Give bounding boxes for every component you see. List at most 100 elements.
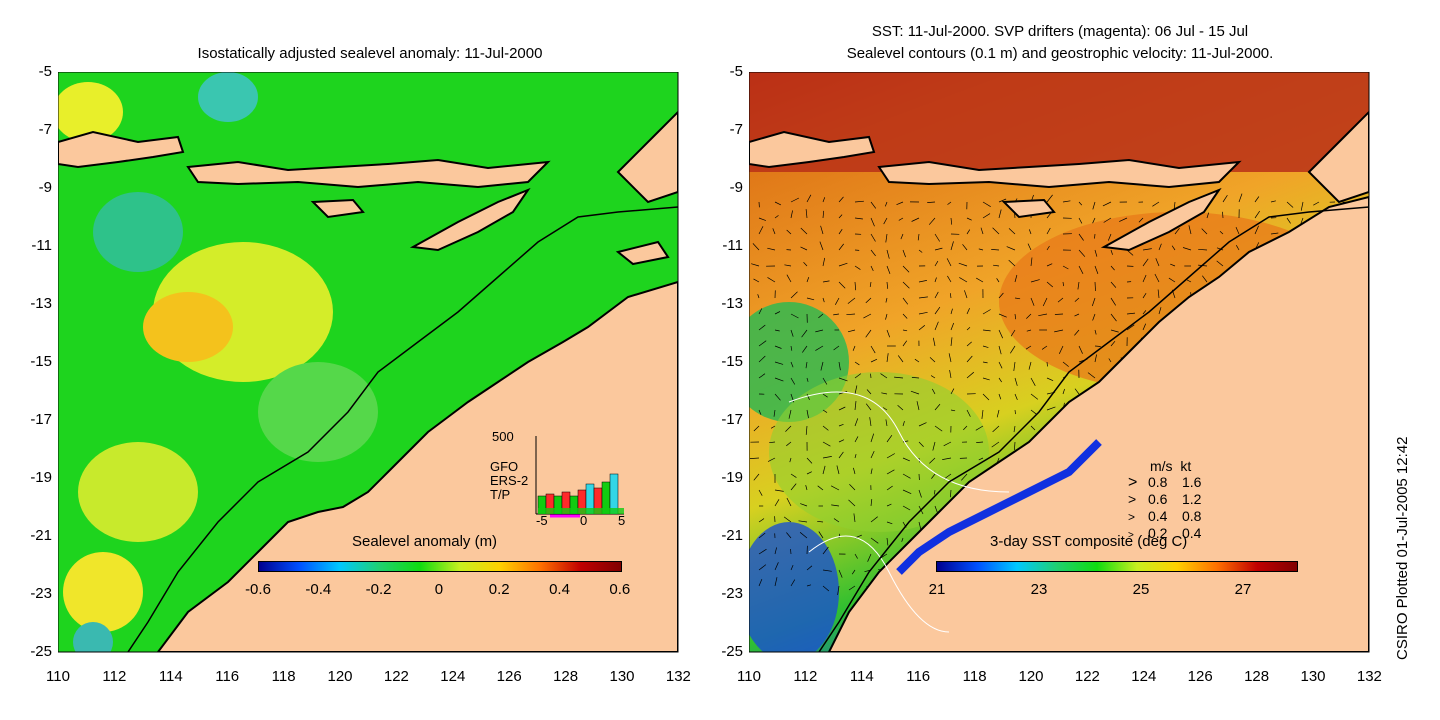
velocity-arrow (836, 465, 840, 475)
velocity-arrow (950, 388, 955, 395)
velocity-arrow (822, 456, 832, 459)
velocity-arrow (1046, 194, 1053, 203)
velocity-arrow (758, 532, 766, 539)
velocity-arrow (1168, 277, 1176, 283)
velocity-arrow (966, 371, 975, 379)
velocity-arrow (758, 518, 765, 523)
velocity-arrow (1046, 406, 1056, 411)
velocity-arrow (881, 392, 888, 395)
velocity-arrow (1046, 263, 1053, 267)
velocity-arrow (865, 329, 872, 338)
velocity-arrow (902, 420, 905, 427)
velocity-arrow (934, 260, 939, 267)
velocity-arrow (1030, 279, 1040, 283)
velocity-arrow (790, 564, 794, 571)
velocity-arrow (806, 377, 809, 382)
right-panel-title-1: SST: 11-Jul-2000. SVP drifters (magenta)… (871, 23, 1249, 40)
legend-tp: T/P (490, 488, 510, 502)
velocity-arrow (774, 489, 784, 492)
velocity-arrow (1027, 243, 1032, 251)
velocity-arrow (1062, 388, 1065, 395)
velocity-arrow (774, 311, 781, 315)
velocity-arrow (838, 377, 848, 382)
land-tanimbar (615, 240, 670, 266)
velocity-arrow (998, 198, 1007, 203)
velocity-arrow (961, 473, 968, 481)
velocity-arrow (1041, 345, 1048, 350)
velocity-arrow (1119, 217, 1128, 222)
velocity-arrow (1074, 388, 1080, 395)
y-tick-label: -5 (38, 63, 52, 80)
velocity-arrow (902, 297, 909, 305)
velocity-arrow (1046, 281, 1054, 288)
velocity-arrow (753, 473, 760, 481)
velocity-arrow (838, 262, 848, 267)
velocity-arrow (790, 197, 800, 203)
velocity-arrow (870, 345, 876, 354)
anomaly-positive (63, 552, 143, 632)
velocity-arrow (822, 393, 828, 398)
velocity-arrow (802, 345, 808, 353)
velocity-arrow (772, 228, 776, 235)
velocity-arrow (966, 355, 973, 363)
velocity-arrow (767, 247, 776, 251)
x-tick-label: 120 (1018, 668, 1044, 685)
credit-text: CSIRO Plotted 01-Jul-2005 12:42 (1394, 436, 1411, 660)
y-tick-label: -15 (30, 353, 52, 370)
velocity-arrow (1092, 201, 1096, 210)
velocity-arrow (863, 313, 872, 319)
x-tick-label: 110 (46, 668, 70, 685)
velocity-arrow (758, 340, 767, 347)
velocity-arrow (1014, 393, 1018, 401)
sealevel-contour (808, 535, 950, 633)
velocity-arrow (790, 210, 793, 219)
land-timor (409, 187, 531, 252)
velocity-arrow (847, 329, 856, 333)
y-tick-label: -11 (722, 237, 743, 254)
velocity-arrow (929, 457, 936, 464)
velocity-arrow (1201, 228, 1208, 235)
velocity-arrow (1126, 312, 1136, 315)
velocity-arrow (806, 297, 815, 301)
x-tick-label: 116 (215, 668, 240, 685)
velocity-arrow (870, 201, 877, 209)
y-tick-label: -17 (30, 411, 52, 428)
velocity-arrow (849, 483, 856, 491)
velocity-arrow (1054, 329, 1064, 333)
velocity-arrow (822, 441, 831, 447)
velocity-arrow (854, 401, 857, 411)
velocity-arrow (947, 201, 952, 205)
velocity-arrow (806, 276, 810, 283)
velocity-arrow (1094, 329, 1097, 335)
velocity-arrow (1092, 217, 1096, 224)
velocity-arrow (918, 296, 928, 299)
velocity-arrow (790, 548, 792, 555)
velocity-arrow (870, 358, 878, 363)
velocity-arrow (786, 532, 792, 539)
velocity-arrow (934, 233, 940, 242)
velocity-arrow (1126, 324, 1135, 331)
velocity-arrow (897, 404, 904, 411)
velocity-arrow (998, 292, 1004, 299)
velocity-arrow (1182, 247, 1192, 251)
velocity-arrow (1014, 274, 1018, 283)
velocity-arrow (854, 373, 862, 379)
velocity-arrow (982, 345, 989, 348)
velocity-arrow (838, 361, 841, 371)
velocity-arrow (929, 357, 936, 363)
hist-bar (538, 508, 624, 514)
velocity-arrow (1235, 226, 1240, 235)
anomaly-negative (73, 622, 113, 652)
velocity-arrow (934, 247, 943, 251)
velocity-arrow (774, 547, 777, 555)
velocity-arrow (886, 265, 891, 275)
y-tick-label: -7 (729, 121, 743, 138)
velocity-arrow (1286, 201, 1294, 208)
velocity-arrow (996, 409, 1000, 418)
velocity-arrow (883, 217, 888, 225)
anomaly-positive (58, 82, 123, 142)
velocity-arrow (1058, 345, 1064, 354)
velocity-arrow (976, 277, 984, 283)
land-timor (1100, 187, 1222, 252)
velocity-arrow (822, 280, 830, 283)
